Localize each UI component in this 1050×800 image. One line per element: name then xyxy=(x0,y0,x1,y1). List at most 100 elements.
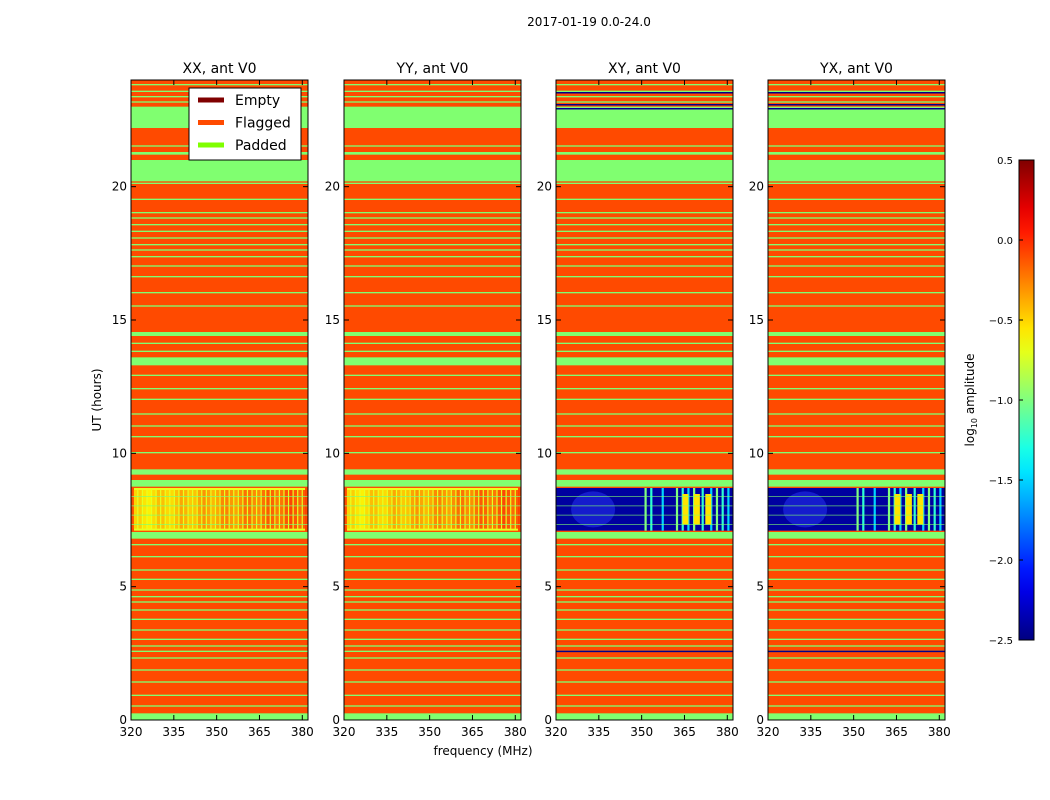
signal-channel xyxy=(701,488,704,531)
padded-row xyxy=(344,496,521,497)
signal-channel xyxy=(913,488,916,531)
signal-channel xyxy=(927,488,931,531)
signal-channel xyxy=(346,490,351,529)
padded-row xyxy=(556,645,733,647)
padded-row xyxy=(131,669,308,671)
padded-row xyxy=(344,249,521,251)
padded-row xyxy=(556,350,733,352)
padded-row xyxy=(556,342,733,344)
padded-row xyxy=(131,357,308,366)
padded-row xyxy=(131,705,308,707)
empty-row xyxy=(556,92,733,94)
padded-row xyxy=(768,212,945,214)
padded-row xyxy=(344,305,521,307)
x-tick-label: 335 xyxy=(587,725,610,739)
colorbar-tick-label: 0.5 xyxy=(997,156,1013,167)
x-tick-label: 365 xyxy=(673,725,696,739)
padded-row xyxy=(344,145,521,147)
padded-row xyxy=(556,398,733,400)
y-tick-label: 10 xyxy=(749,446,764,460)
signal-blob xyxy=(571,491,616,528)
padded-row xyxy=(131,657,308,659)
signal-channel xyxy=(243,490,247,529)
padded-row xyxy=(344,217,521,219)
padded-row xyxy=(556,212,733,214)
padded-row xyxy=(768,84,945,86)
x-tick-label: 320 xyxy=(757,725,780,739)
y-tick-label: 5 xyxy=(756,580,764,594)
signal-channel xyxy=(470,490,474,529)
empty-row xyxy=(768,104,945,106)
padded-row xyxy=(131,212,308,214)
padded-row xyxy=(556,578,733,580)
padded-row xyxy=(344,256,521,258)
signal-blob xyxy=(783,491,828,528)
padded-row xyxy=(556,480,733,487)
padded-row xyxy=(344,160,521,182)
signal-channel xyxy=(887,488,891,531)
padded-row xyxy=(344,601,521,603)
padded-row xyxy=(768,350,945,352)
signal-channel xyxy=(873,488,876,531)
padded-row xyxy=(556,388,733,390)
padded-row xyxy=(344,589,521,591)
padded-row xyxy=(344,505,521,507)
y-tick-label: 5 xyxy=(544,580,552,594)
signal-channel xyxy=(438,490,442,529)
empty-row xyxy=(768,108,945,110)
padded-row xyxy=(556,544,733,546)
padded-row xyxy=(344,244,521,246)
y-tick-label: 20 xyxy=(112,180,127,194)
padded-row xyxy=(768,342,945,344)
signal-channel xyxy=(369,490,374,529)
padded-row xyxy=(768,217,945,219)
padded-row xyxy=(556,452,733,454)
padded-row xyxy=(131,237,308,239)
legend-label-padded: Padded xyxy=(235,138,287,154)
y-tick-label: 0 xyxy=(119,713,127,727)
colorbar-tick-label: −2.0 xyxy=(989,556,1013,567)
padded-row xyxy=(556,160,733,182)
signal-channel xyxy=(727,488,730,531)
padded-row xyxy=(556,357,733,366)
padded-row xyxy=(768,532,945,539)
padded-row xyxy=(556,265,733,267)
padded-row xyxy=(768,618,945,620)
padded-row xyxy=(344,532,521,539)
panel-title: XX, ant V0 xyxy=(183,61,257,77)
panel-yy: YY, ant V0 320 335 350 365 380 0 5 10 15 20 xyxy=(325,61,527,739)
signal-channel xyxy=(298,490,302,529)
padded-row xyxy=(768,152,945,155)
panel-frame xyxy=(130,79,309,721)
x-tick-label: 320 xyxy=(120,725,143,739)
signal-channel xyxy=(275,490,279,529)
padded-row xyxy=(768,469,945,475)
padded-row xyxy=(768,657,945,659)
padded-row xyxy=(344,224,521,226)
padded-row xyxy=(131,645,308,647)
padded-row xyxy=(768,694,945,696)
padded-row xyxy=(344,556,521,558)
padded-row xyxy=(131,589,308,591)
x-tick-label: 350 xyxy=(630,725,653,739)
signal-channel xyxy=(456,490,460,529)
padded-row xyxy=(556,332,733,336)
signal-channel xyxy=(447,490,451,529)
padded-row xyxy=(768,556,945,558)
y-tick-label: 0 xyxy=(544,713,552,727)
padded-row xyxy=(131,609,308,611)
padded-row xyxy=(131,514,308,516)
padded-row xyxy=(344,452,521,454)
signal-channel xyxy=(216,490,220,529)
padded-row xyxy=(768,160,945,182)
padded-row xyxy=(344,578,521,580)
padded-row xyxy=(556,106,733,128)
padded-row xyxy=(131,217,308,219)
figure-title: 2017-01-19 0.0-24.0 xyxy=(527,15,651,29)
padded-row xyxy=(768,145,945,147)
signal-channel xyxy=(261,490,266,529)
signal-channel xyxy=(142,490,147,529)
x-tick-label: 380 xyxy=(291,725,314,739)
signal-channel xyxy=(211,490,215,529)
